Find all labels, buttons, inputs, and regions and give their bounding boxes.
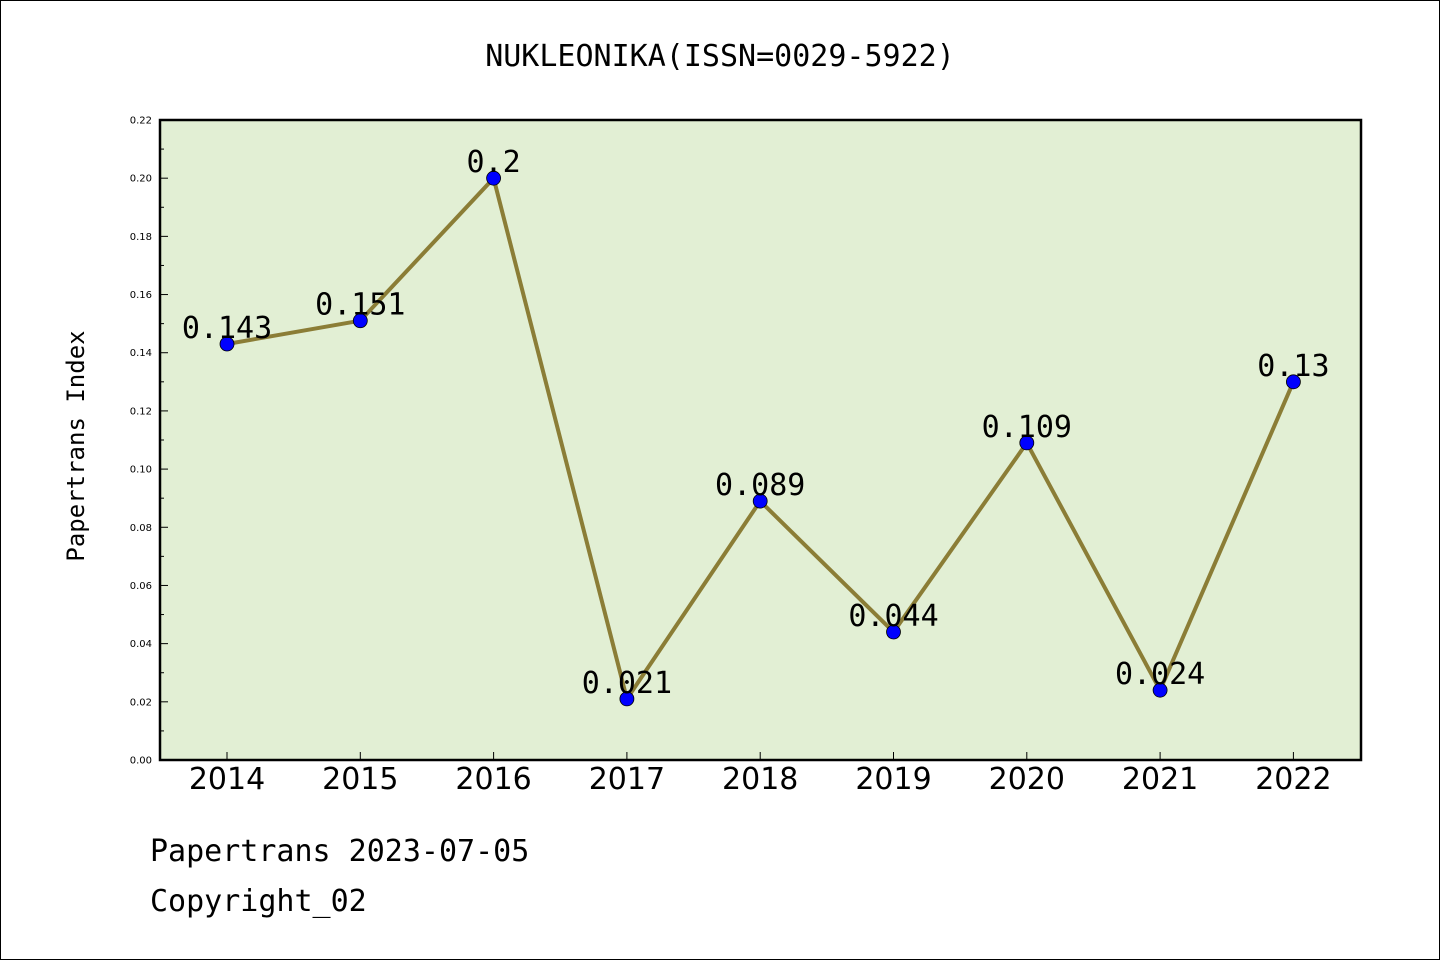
y-tick-label: 0.00 bbox=[130, 756, 152, 767]
plot-border bbox=[158, 118, 1363, 762]
y-tick-label: 0.20 bbox=[130, 174, 152, 185]
x-tick-label: 2014 bbox=[189, 762, 265, 797]
data-label: 0.143 bbox=[182, 311, 272, 346]
y-tick-label: 0.10 bbox=[130, 465, 152, 476]
y-tick-label: 0.08 bbox=[130, 523, 152, 534]
data-point bbox=[886, 624, 901, 640]
x-tick-label: 2022 bbox=[1255, 762, 1331, 797]
y-axis-label: Papertrans Index bbox=[62, 330, 90, 561]
x-axis-ticks: 2014 2015 2016 2017 2018 2019 2020 2021 2022 bbox=[189, 752, 1332, 797]
data-point bbox=[752, 493, 768, 509]
y-tick-label: 0.16 bbox=[130, 290, 152, 301]
x-tick-label: 2019 bbox=[855, 762, 931, 797]
data-label: 0.089 bbox=[715, 468, 805, 503]
data-label: 0.044 bbox=[848, 599, 938, 634]
data-point bbox=[619, 691, 635, 707]
x-tick-label: 2016 bbox=[455, 762, 531, 797]
data-label: 0.024 bbox=[1115, 657, 1205, 692]
data-label: 0.2 bbox=[467, 145, 521, 180]
data-label: 0.13 bbox=[1257, 349, 1329, 384]
data-point bbox=[1019, 435, 1035, 451]
y-tick-label: 0.04 bbox=[130, 639, 152, 650]
x-tick-label: 2015 bbox=[322, 762, 398, 797]
data-label: 0.109 bbox=[982, 410, 1072, 445]
data-point bbox=[352, 313, 368, 329]
x-tick-label: 2017 bbox=[589, 762, 665, 797]
y-tick-label: 0.18 bbox=[130, 232, 152, 243]
y-tick-label: 0.12 bbox=[130, 406, 152, 417]
data-point bbox=[486, 170, 502, 186]
y-tick-label: 0.02 bbox=[130, 697, 152, 708]
plot-area bbox=[160, 120, 1361, 760]
data-point bbox=[1286, 374, 1301, 390]
data-point bbox=[1152, 682, 1168, 698]
data-label: 0.021 bbox=[582, 666, 672, 701]
footer-date: Papertrans 2023-07-05 bbox=[150, 834, 530, 869]
y-tick-label: 0.22 bbox=[130, 116, 152, 127]
x-tick-label: 2021 bbox=[1122, 762, 1198, 797]
x-tick-label: 2018 bbox=[722, 762, 798, 797]
footer-copyright: Copyright_02 bbox=[150, 884, 367, 919]
series: 0.143 0.151 0.2 0.021 0.089 0.044 0.109 0.024 0.… bbox=[182, 145, 1330, 707]
x-tick-label: 2020 bbox=[989, 762, 1065, 797]
y-tick-label: 0.14 bbox=[130, 348, 152, 359]
y-tick-label: 0.06 bbox=[130, 581, 152, 592]
chart-title: NUKLEONIKA(ISSN=0029-5922) bbox=[485, 39, 955, 74]
data-label: 0.151 bbox=[315, 288, 405, 323]
data-point bbox=[219, 336, 235, 352]
